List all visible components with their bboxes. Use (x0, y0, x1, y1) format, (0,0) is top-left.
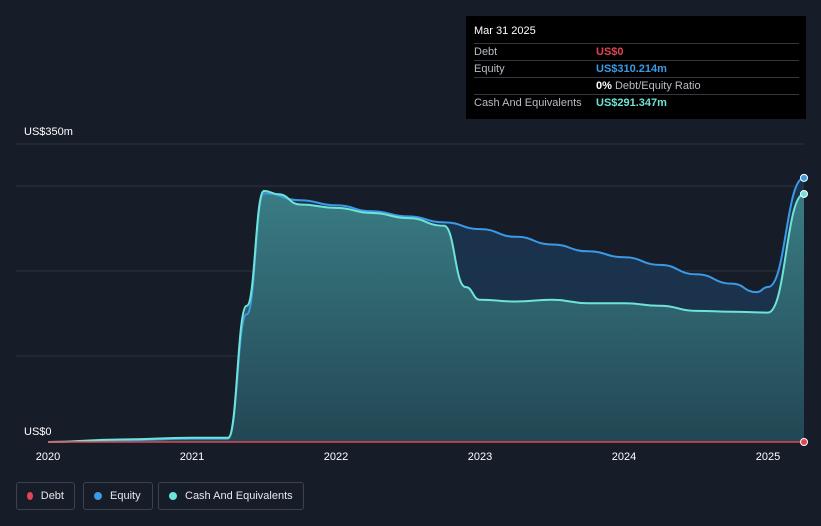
cash-end-marker (800, 189, 808, 198)
tooltip-panel: Mar 31 2025 Debt US$0 Equity US$310.214m… (466, 16, 806, 119)
legend-dot-icon (27, 492, 33, 500)
ratio-value: 0% (596, 80, 612, 92)
tooltip-row-equity: Equity US$310.214m (474, 60, 799, 77)
series-lines (47, 176, 805, 443)
tooltip-date: Mar 31 2025 (474, 25, 536, 37)
end-markers (800, 173, 808, 446)
legend-item-equity[interactable]: Equity (83, 482, 153, 510)
tooltip-value: US$291.347m (596, 97, 667, 109)
y-tick-label: US$0 (24, 426, 52, 438)
tooltip-label: Equity (474, 63, 505, 75)
equity-end-marker (800, 173, 808, 182)
tooltip-label (474, 78, 596, 94)
legend-item-debt[interactable]: Debt (16, 482, 75, 510)
tooltip-label: Cash And Equivalents (474, 97, 582, 109)
axis-ticks: US$350m US$0 2020 2021 2022 2023 2024 2025 (24, 126, 780, 463)
tooltip-row-ratio: 0% Debt/Equity Ratio (474, 77, 799, 94)
x-tick-label: 2021 (180, 451, 204, 463)
cash-line (47, 189, 805, 443)
legend-label: Debt (40, 490, 64, 502)
legend-label: Cash And Equivalents (185, 490, 293, 502)
debt-end-marker (800, 438, 808, 446)
ratio-suffix: Debt/Equity Ratio (614, 80, 701, 92)
legend-item-cash[interactable]: Cash And Equivalents (158, 482, 304, 510)
legend-label: Equity (110, 490, 141, 502)
x-tick-label: 2022 (324, 451, 348, 463)
legend-dot-icon (169, 492, 177, 500)
x-tick-label: 2023 (468, 451, 492, 463)
tooltip-row-debt: Debt US$0 (474, 43, 799, 60)
tooltip-value: US$0 (596, 46, 624, 58)
tooltip-value: 0% Debt/Equity Ratio (596, 78, 701, 94)
legend-dot-icon (94, 492, 102, 500)
y-tick-label: US$350m (24, 126, 73, 138)
cash-area (48, 190, 804, 442)
tooltip-value: US$310.214m (596, 63, 667, 75)
tooltip-row-cash: Cash And Equivalents US$291.347m (474, 94, 799, 111)
tooltip-label: Debt (474, 46, 498, 58)
x-tick-label: 2020 (36, 451, 60, 463)
x-tick-label: 2025 (756, 451, 780, 463)
x-tick-label: 2024 (612, 451, 636, 463)
